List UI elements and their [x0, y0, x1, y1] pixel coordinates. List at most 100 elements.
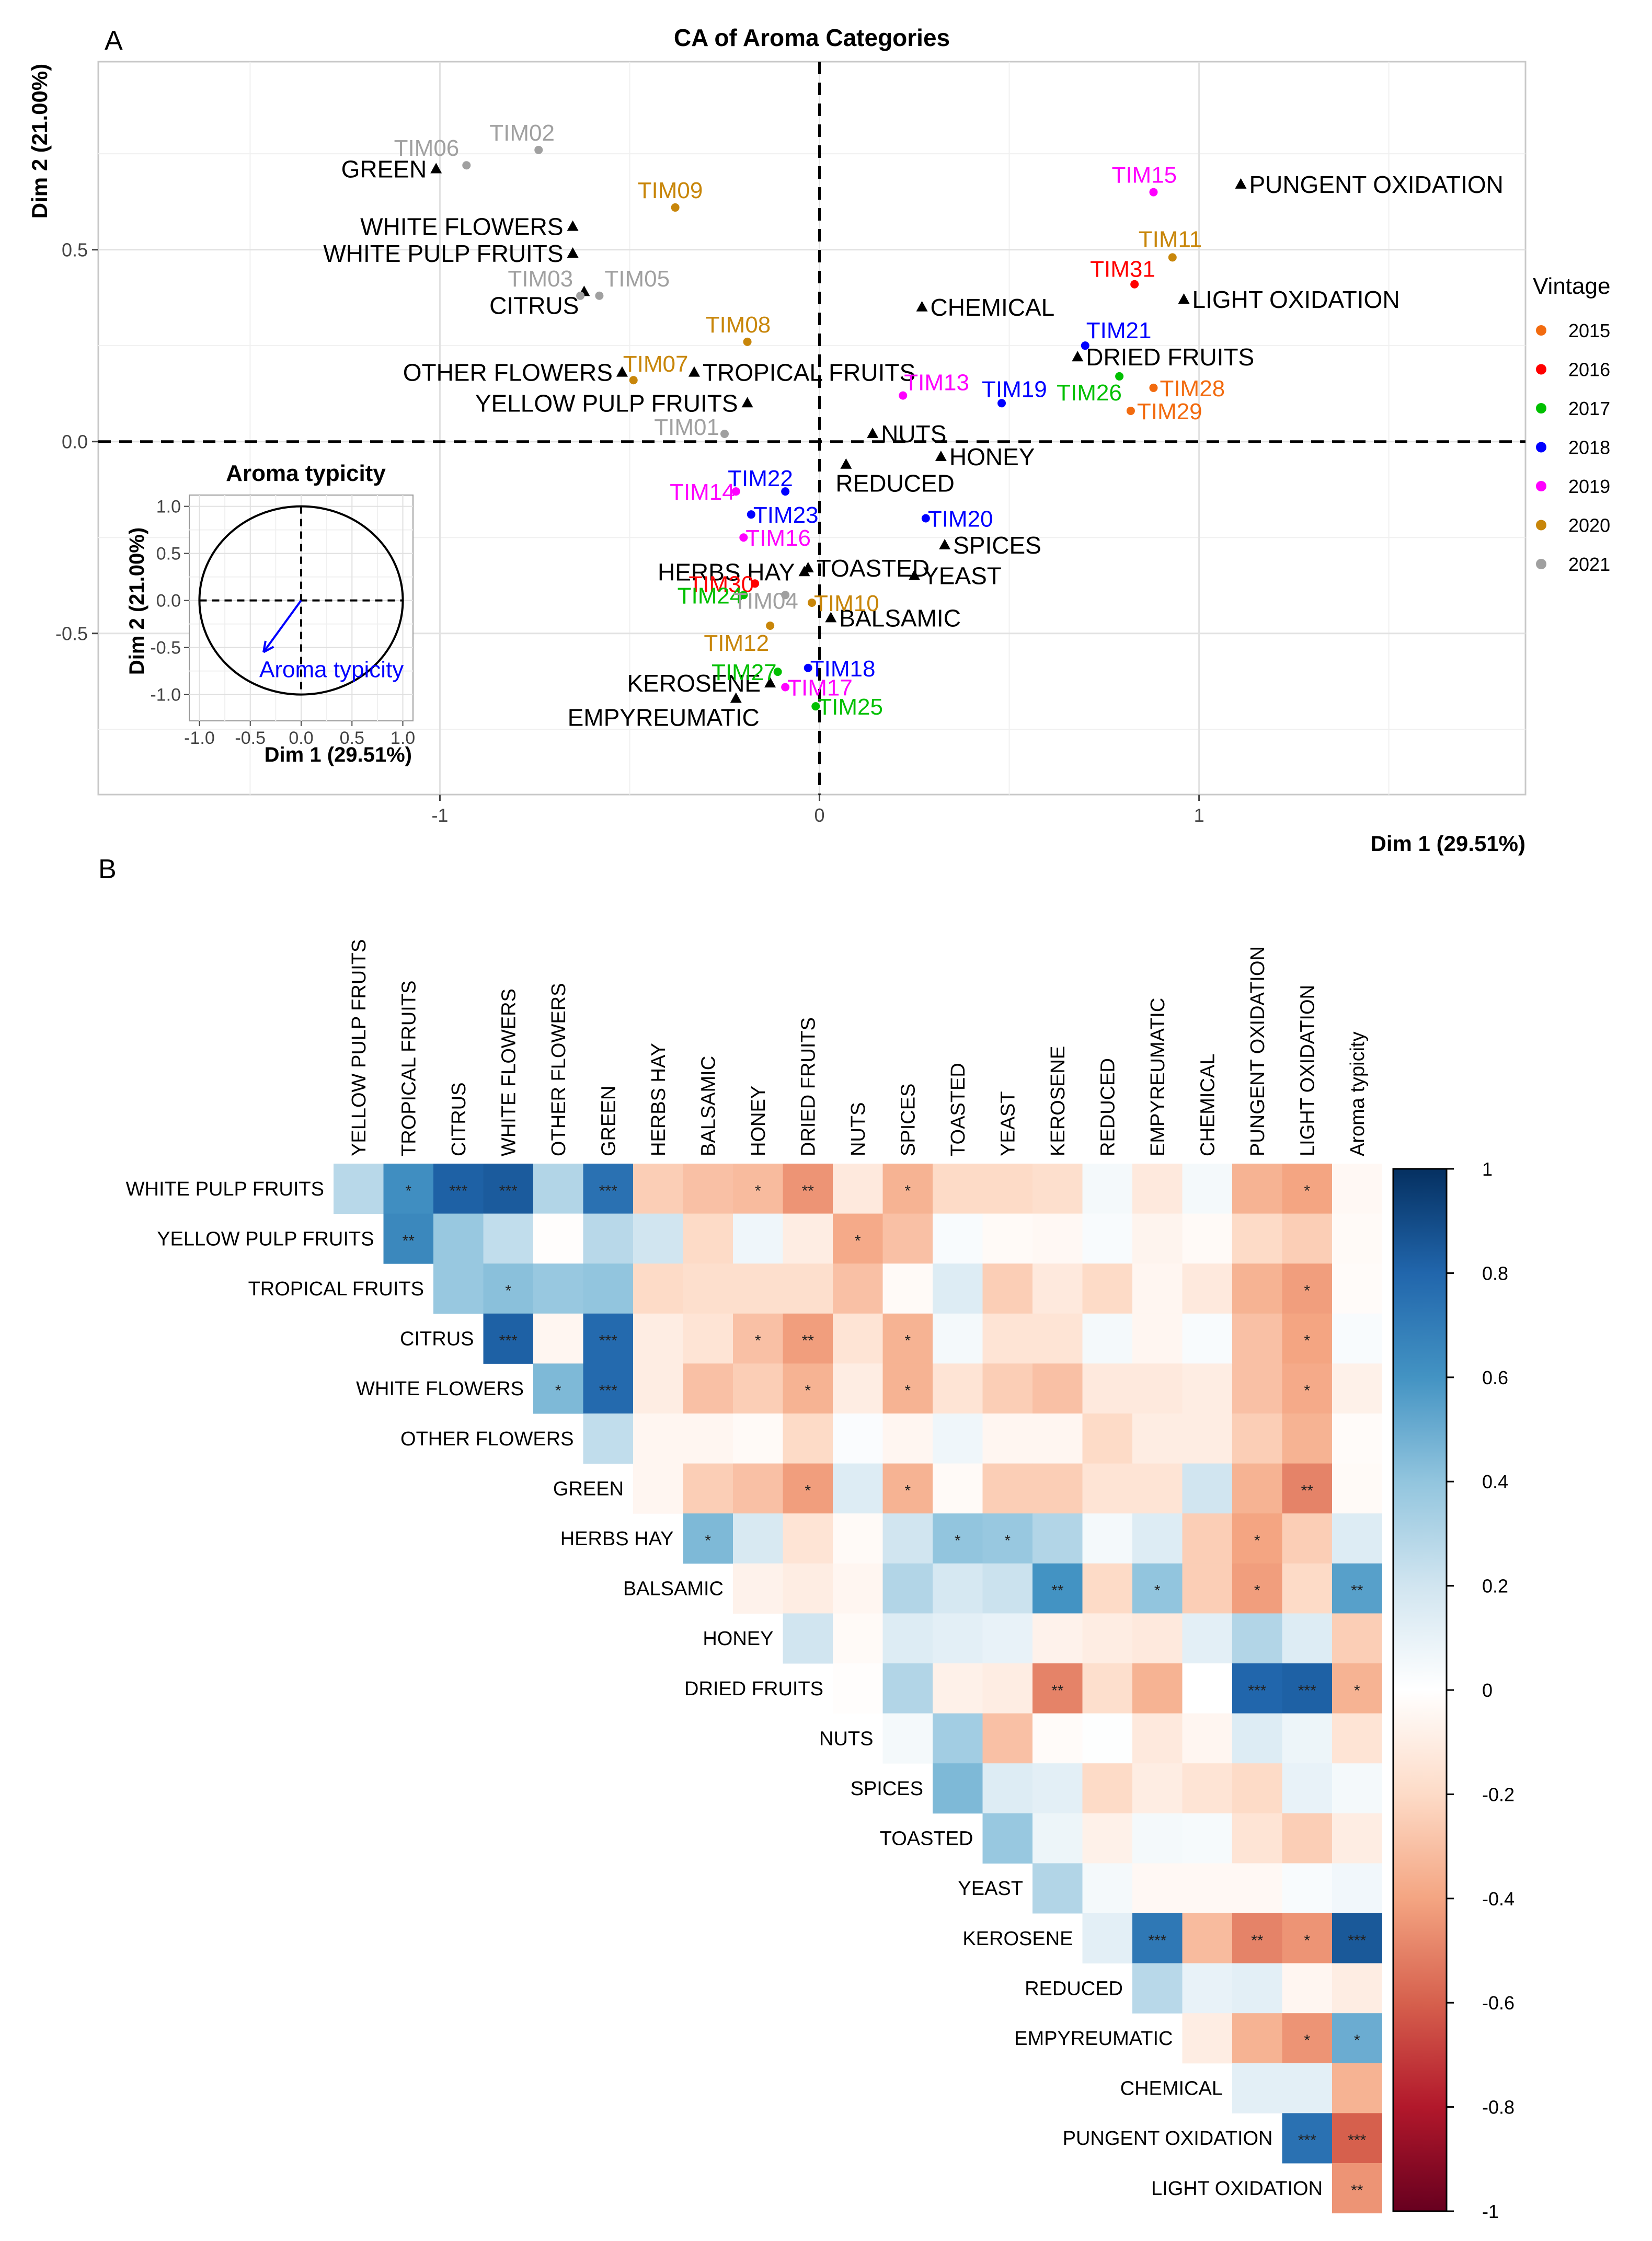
- row-label: CITRUS: [400, 1328, 474, 1350]
- heatmap-cell: [1182, 2013, 1233, 2064]
- category-triangle: [939, 538, 951, 549]
- sample-label: TIM09: [638, 178, 703, 203]
- sample-label: TIM02: [489, 120, 555, 146]
- vintage-legend: 2015 2016 2017 2018 2019 2020 2021: [1536, 320, 1610, 575]
- heatmap-cell: [833, 1313, 883, 1364]
- heatmap-cell: [1032, 1613, 1083, 1664]
- heatmap-cell: [733, 1413, 783, 1464]
- sample-label: TIM11: [1139, 226, 1202, 252]
- heatmap-cell: [683, 1513, 733, 1564]
- sample-label: TIM29: [1137, 399, 1202, 424]
- legend-key: [1536, 481, 1546, 491]
- heatmap-cell: [533, 1164, 583, 1214]
- sample-label: TIM17: [787, 675, 853, 700]
- heatmap-cell: [583, 1213, 634, 1264]
- inset-x-tick-label: 1.0: [391, 728, 415, 748]
- row-label: BALSAMIC: [623, 1578, 724, 1600]
- heatmap-cell: [1332, 1363, 1382, 1414]
- column-label: KEROSENE: [1047, 1046, 1069, 1156]
- heatmap-cell: [1232, 1763, 1282, 1814]
- heatmap-cell: [583, 1413, 634, 1464]
- heatmap-cell: [1332, 1263, 1382, 1314]
- heatmap-cell: [882, 1164, 933, 1214]
- significance-mark: **: [1051, 1582, 1064, 1600]
- column-label: HONEY: [748, 1086, 770, 1156]
- heatmap-cell: [882, 1513, 933, 1564]
- heatmap-cell: [982, 1463, 1033, 1514]
- heatmap-cell: [1182, 1164, 1233, 1214]
- heatmap-cell: [1182, 1963, 1233, 2014]
- heatmap-cell: [1332, 1313, 1382, 1364]
- heatmap-cell: [1182, 1513, 1233, 1564]
- heatmap-cell: [1032, 1813, 1083, 1864]
- heatmap-cell: [982, 1513, 1033, 1564]
- heatmap-cell: [1182, 1763, 1233, 1814]
- heatmap-cell: [1282, 1663, 1333, 1714]
- y-tick-label: -0.5: [55, 623, 88, 645]
- inset-x-axis-title: Dim 1 (29.51%): [265, 743, 412, 766]
- ca-axes: -1 0 1 0.5 0.0 -0.5: [55, 62, 1525, 826]
- category-label: HONEY: [949, 443, 1035, 470]
- heatmap-cell: [1032, 1663, 1083, 1714]
- significance-mark: *: [555, 1382, 561, 1399]
- heatmap-cell: [882, 1213, 933, 1264]
- significance-mark: *: [1304, 1332, 1310, 1350]
- inset-y-tick-label: 1.0: [156, 497, 181, 517]
- sample-label: TIM16: [745, 525, 811, 551]
- heatmap-cell: [1332, 2013, 1382, 2064]
- heatmap-cell: [1032, 1413, 1083, 1464]
- inset-y-axis-title: Dim 2 (21.00%): [125, 527, 148, 675]
- row-label: HERBS HAY: [560, 1528, 674, 1550]
- category-label: KEROSENE: [627, 670, 761, 697]
- category-triangle: [567, 247, 579, 258]
- heatmap-cell: [583, 1313, 634, 1364]
- category-label: OTHER FLOWERS: [403, 359, 613, 386]
- significance-mark: *: [505, 1282, 511, 1300]
- heatmap-cell: [783, 1164, 833, 1214]
- heatmap-cell: [982, 1413, 1033, 1464]
- heatmap-cell: [533, 1313, 583, 1364]
- column-label: TOASTED: [947, 1063, 969, 1156]
- category-label: GREEN: [341, 156, 427, 183]
- heatmap-cell: [1182, 1663, 1233, 1714]
- row-label: NUTS: [819, 1728, 873, 1750]
- heatmap-cell: [683, 1313, 733, 1364]
- heatmap-cell: [783, 1213, 833, 1264]
- heatmap-cell: [933, 1713, 983, 1764]
- heatmap-cell: [1282, 1563, 1333, 1614]
- heatmap-cell: [1132, 1713, 1183, 1764]
- category-triangle: [741, 397, 753, 408]
- heatmap-cell: [1282, 1613, 1333, 1664]
- legend-label: 2020: [1568, 515, 1610, 536]
- heatmap-cell: [933, 1363, 983, 1414]
- heatmap-cell: [1332, 1813, 1382, 1864]
- sample-label: TIM14: [670, 479, 735, 505]
- significance-mark: **: [802, 1182, 814, 1200]
- column-label: WHITE FLOWERS: [498, 989, 520, 1156]
- heatmap-cell: [1132, 1363, 1183, 1414]
- heatmap-cell: [1132, 1513, 1183, 1564]
- inset-x-tick-label: 0.5: [340, 728, 364, 748]
- category-label: CITRUS: [489, 292, 579, 319]
- heatmap-cell: [334, 1164, 384, 1214]
- correlation-heatmap: WHITE PULP FRUITS * *** *** *** * ** * *YELLOW P…: [126, 939, 1382, 2214]
- heatmap-cell: [733, 1313, 783, 1364]
- heatmap-cell: [1232, 1713, 1282, 1764]
- heatmap-cell: [833, 1213, 883, 1264]
- heatmap-cell: [1082, 1513, 1133, 1564]
- panel-label-b: B: [98, 854, 117, 884]
- heatmap-cell: [533, 1213, 583, 1264]
- sample-label: TIM15: [1111, 163, 1177, 188]
- row-label: YELLOW PULP FRUITS: [157, 1228, 374, 1250]
- heatmap-cell: [1082, 1363, 1133, 1414]
- heatmap-cell: [933, 1213, 983, 1264]
- category-label: HERBS HAY: [658, 558, 795, 585]
- heatmap-cell: [882, 1663, 933, 1714]
- heatmap-cell: [1282, 1863, 1333, 1914]
- sample-point: [739, 533, 748, 542]
- significance-mark: *: [1254, 1582, 1260, 1600]
- inset-x-tick-label: -0.5: [235, 728, 266, 748]
- sample-point: [811, 702, 820, 711]
- legend-key: [1536, 520, 1546, 531]
- heatmap-cell: [533, 1263, 583, 1314]
